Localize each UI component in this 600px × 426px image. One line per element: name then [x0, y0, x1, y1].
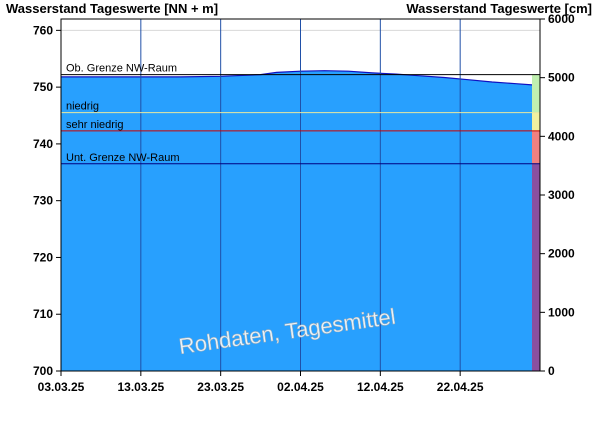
y-left-tick-label: 760	[33, 23, 53, 37]
left-axis-title: Wasserstand Tageswerte [NN + m]	[6, 1, 218, 16]
y-left-tick-label: 720	[33, 250, 53, 264]
status-bar	[532, 74, 540, 371]
status-segment	[532, 163, 540, 371]
reference-label: Ob. Grenze NW-Raum	[66, 63, 177, 75]
x-tick-label: 23.03.25	[197, 380, 244, 394]
reference-label: sehr niedrig	[66, 119, 123, 131]
reference-label: Unt. Grenze NW-Raum	[66, 152, 180, 164]
water-level-area	[61, 70, 532, 371]
y-right-tick-label: 4000	[548, 129, 575, 143]
x-tick-label: 22.04.25	[437, 380, 484, 394]
reference-label: niedrig	[66, 101, 99, 113]
x-tick-label: 03.03.25	[38, 380, 85, 394]
status-segment	[532, 74, 540, 113]
x-tick-label: 12.04.25	[357, 380, 404, 394]
plot-area	[60, 19, 540, 372]
y-right-tick-label: 6000	[548, 12, 575, 26]
axes: 700 710 720 730 740 750 760 0 1000 2000 3000 4000 50…	[33, 12, 575, 394]
y-left-tick-label: 700	[33, 364, 53, 378]
right-axis-title: Wasserstand Tageswerte [cm]	[406, 1, 592, 16]
y-right-tick-label: 2000	[548, 247, 575, 261]
status-segment	[532, 130, 540, 164]
x-tick-label: 02.04.25	[277, 380, 324, 394]
x-tick-label: 13.03.25	[117, 380, 164, 394]
y-left-tick-label: 750	[33, 80, 53, 94]
y-right-tick-label: 1000	[548, 305, 575, 319]
y-left-tick-label: 730	[33, 194, 53, 208]
y-left-tick-label: 710	[33, 307, 53, 321]
y-right-tick-label: 0	[548, 364, 555, 378]
y-left-tick-label: 740	[33, 137, 53, 151]
y-right-tick-label: 5000	[548, 71, 575, 85]
water-level-line	[61, 70, 533, 86]
y-right-tick-label: 3000	[548, 188, 575, 202]
reference-lines: Ob. Grenze NW-Raum niedrig sehr niedrig Unt…	[61, 63, 540, 165]
status-segment	[532, 112, 540, 131]
